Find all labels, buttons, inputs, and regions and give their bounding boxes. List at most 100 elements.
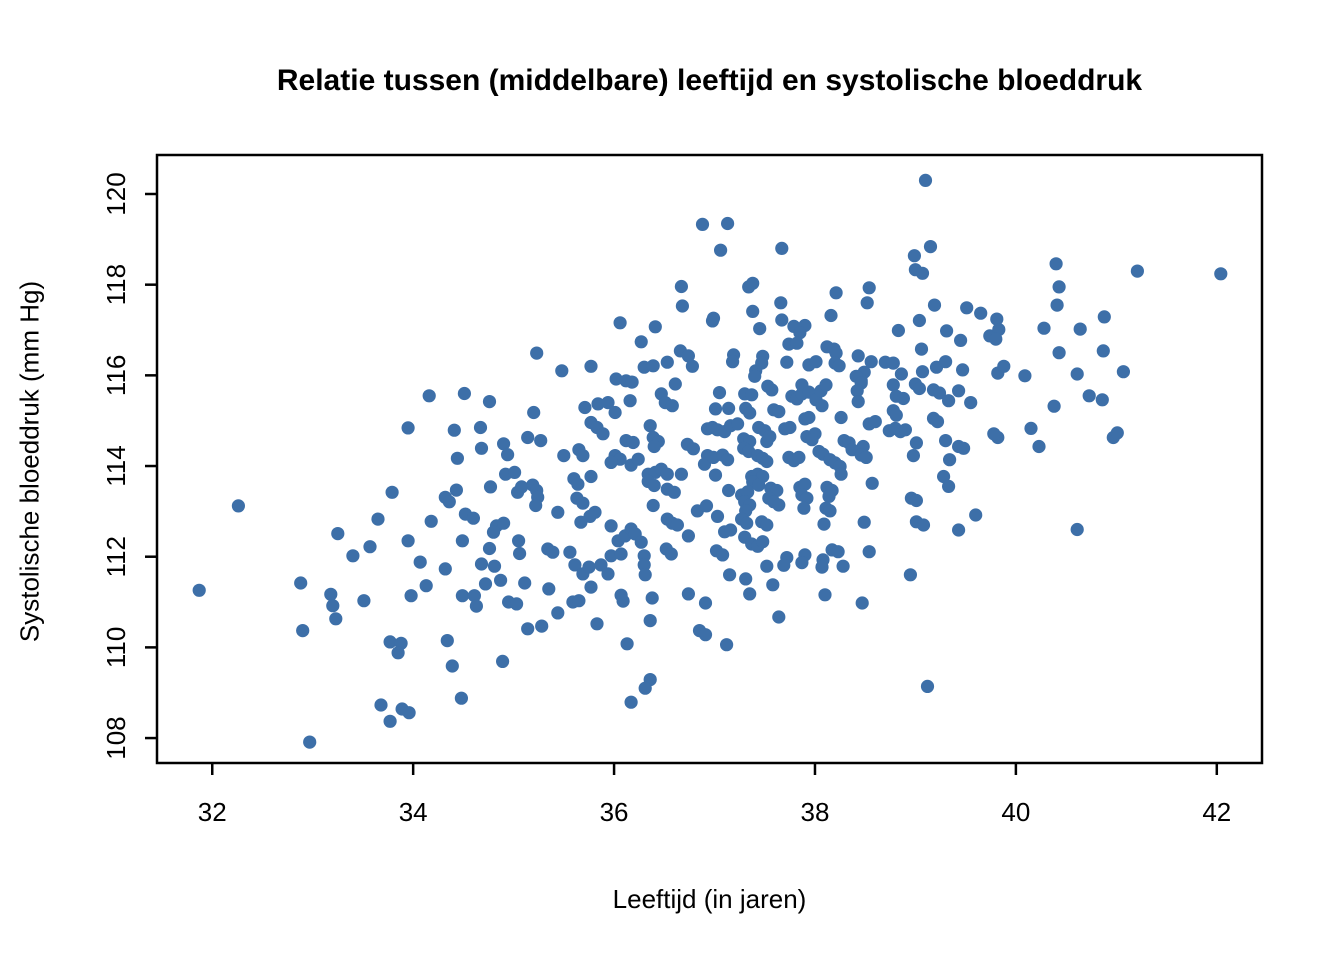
data-point: [670, 518, 685, 532]
data-point: [710, 509, 725, 523]
data-point: [497, 437, 511, 451]
data-point: [675, 299, 690, 313]
data-point: [943, 453, 957, 467]
data-point: [818, 588, 832, 602]
data-point: [850, 384, 864, 398]
data-point: [699, 499, 714, 513]
y-tick-label: 120: [101, 172, 131, 215]
data-point: [819, 378, 833, 392]
data-point: [623, 394, 637, 408]
data-point: [697, 457, 712, 471]
data-point: [513, 546, 527, 561]
data-point: [760, 434, 774, 449]
data-point: [817, 517, 831, 531]
data-point: [667, 485, 681, 499]
data-point: [391, 646, 405, 660]
data-point: [527, 405, 541, 420]
data-point: [823, 504, 837, 518]
data-point: [765, 383, 779, 397]
data-point: [741, 485, 755, 499]
plot-box: [155, 153, 1264, 765]
data-point: [834, 467, 848, 481]
data-point: [596, 427, 610, 441]
data-point: [383, 714, 397, 728]
data-point: [1037, 321, 1051, 335]
x-tick-label: 42: [1202, 797, 1231, 827]
data-point: [930, 415, 945, 429]
data-point: [637, 558, 651, 572]
data-point: [648, 320, 662, 334]
data-point: [643, 614, 657, 628]
data-point: [455, 589, 469, 603]
data-point: [576, 449, 590, 463]
data-point: [374, 698, 388, 712]
data-point: [555, 364, 569, 378]
data-point: [829, 286, 843, 300]
data-point: [723, 568, 737, 582]
data-point: [402, 706, 416, 720]
data-point: [760, 454, 774, 469]
y-tick-label: 110: [101, 627, 131, 668]
data-point: [445, 659, 459, 673]
data-point: [674, 279, 689, 294]
data-point: [326, 599, 340, 613]
data-point: [714, 243, 728, 257]
data-point: [957, 441, 971, 455]
data-point: [918, 173, 933, 187]
data-point: [346, 549, 360, 563]
data-point: [760, 559, 774, 573]
data-point: [708, 402, 723, 416]
data-point: [712, 386, 727, 400]
data-point: [1070, 522, 1084, 537]
data-point: [726, 355, 740, 369]
data-point: [486, 525, 501, 539]
data-point: [638, 681, 652, 695]
data-point: [507, 465, 522, 479]
data-point: [478, 577, 493, 591]
data-point: [681, 349, 696, 363]
data-point: [721, 453, 735, 467]
data-point: [620, 637, 634, 651]
data-point: [760, 518, 774, 532]
data-point: [296, 624, 310, 638]
data-point: [582, 560, 596, 574]
data-point: [647, 478, 661, 493]
data-point: [824, 308, 838, 323]
data-point: [521, 430, 535, 445]
data-point: [753, 322, 767, 336]
data-point: [329, 612, 343, 626]
data-point: [766, 578, 780, 592]
data-point: [383, 635, 397, 649]
data-point: [665, 399, 679, 413]
data-point: [584, 359, 598, 373]
data-point: [634, 335, 648, 349]
data-point: [530, 346, 544, 360]
data-point: [601, 567, 615, 581]
data-point: [303, 735, 317, 749]
data-point: [454, 691, 468, 705]
data-point: [792, 450, 806, 464]
data-point: [529, 498, 543, 513]
data-point: [1073, 322, 1087, 336]
data-point: [686, 442, 701, 456]
data-point: [927, 298, 942, 312]
data-point: [855, 596, 869, 610]
data-point: [563, 545, 577, 559]
data-point: [798, 477, 812, 491]
data-point: [604, 549, 618, 563]
data-point: [1052, 346, 1066, 360]
data-point: [551, 505, 565, 519]
data-point: [809, 355, 823, 369]
data-point: [952, 384, 966, 398]
data-point: [1082, 389, 1096, 403]
data-point: [1110, 426, 1124, 440]
data-point: [777, 558, 791, 572]
data-point: [521, 622, 535, 636]
data-point: [591, 397, 605, 411]
y-tick-label: 114: [101, 445, 131, 486]
data-point: [624, 695, 638, 709]
chart-title: Relatie tussen (middelbare) leeftijd en …: [276, 64, 1143, 97]
data-point: [571, 477, 585, 491]
x-tick-label: 34: [399, 797, 428, 827]
